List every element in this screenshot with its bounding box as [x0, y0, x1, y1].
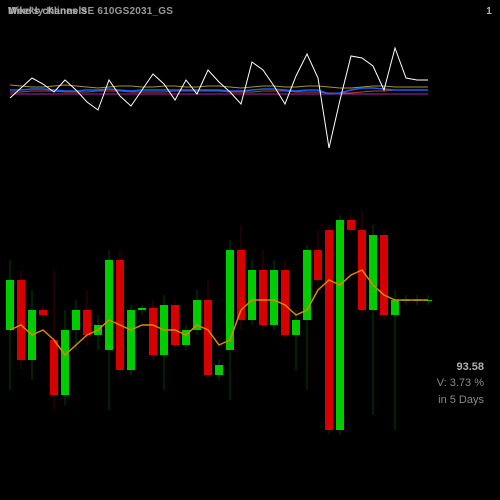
chart-header: Mike's channels Weekly Klines SE 610GS20… — [8, 6, 492, 18]
title-layer-2: Weekly Klines SE 610GS2031_GS — [8, 6, 173, 17]
candlestick-chart — [0, 150, 500, 440]
price-panel — [0, 150, 500, 440]
indicator-panel — [0, 30, 500, 150]
header-right-value: 1 — [486, 6, 492, 18]
volatility-label: V: 3.73 % — [437, 375, 484, 392]
period-label: in 5 Days — [437, 392, 484, 409]
info-box: 93.58 V: 3.73 % in 5 Days — [437, 359, 484, 409]
indicator-chart — [0, 30, 500, 150]
price-label: 93.58 — [437, 359, 484, 376]
